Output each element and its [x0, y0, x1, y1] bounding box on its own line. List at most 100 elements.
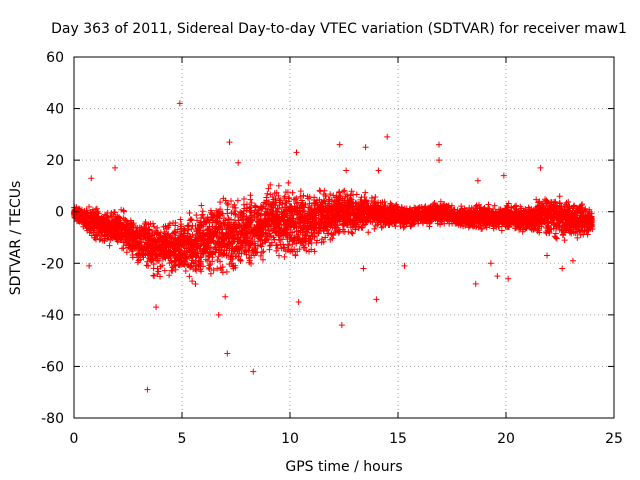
data-point: [485, 201, 492, 208]
data-point: [116, 232, 123, 239]
data-point: [171, 248, 178, 255]
data-point: [160, 234, 167, 241]
data-point: [240, 220, 247, 227]
data-point: [83, 207, 90, 214]
data-point: [281, 253, 288, 260]
data-point: [160, 251, 167, 258]
data-point: [179, 260, 186, 267]
data-point: [199, 211, 206, 218]
data-point: [201, 230, 208, 237]
data-point: [107, 213, 114, 220]
data-point: [151, 223, 158, 230]
data-point: [285, 179, 292, 186]
data-point: [125, 234, 132, 241]
data-point: [172, 222, 179, 229]
data-point: [171, 228, 178, 235]
data-point: [111, 209, 118, 216]
data-point: [207, 261, 214, 268]
data-point: [214, 239, 221, 246]
data-point: [150, 261, 157, 268]
data-point: [182, 268, 189, 275]
data-point: [185, 262, 192, 269]
data-point: [125, 222, 132, 229]
data-point: [166, 272, 173, 279]
data-point: [321, 187, 328, 194]
data-point: [232, 262, 239, 269]
data-point: [99, 215, 106, 222]
data-point: [95, 213, 102, 220]
data-point: [120, 231, 127, 238]
data-point: [223, 232, 230, 239]
data-point: [128, 238, 135, 245]
data-point: [150, 272, 157, 279]
data-point: [241, 213, 248, 220]
data-point: [106, 242, 113, 249]
data-point: [149, 220, 156, 227]
data-point: [142, 247, 149, 254]
data-point: [206, 219, 213, 226]
data-point: [280, 241, 287, 248]
data-point: [258, 249, 265, 256]
data-point: [192, 244, 199, 251]
data-point: [233, 225, 240, 232]
data-point: [160, 237, 167, 244]
data-point: [163, 250, 170, 257]
data-point: [365, 229, 372, 236]
data-point: [341, 187, 348, 194]
data-point: [193, 212, 200, 219]
data-point: [98, 214, 105, 221]
data-point: [215, 208, 222, 215]
data-point: [212, 249, 219, 256]
data-point: [180, 243, 187, 250]
data-point: [168, 259, 175, 266]
data-point: [86, 229, 93, 236]
data-point: [154, 265, 161, 272]
data-point: [300, 192, 307, 199]
data-point: [188, 216, 195, 223]
data-point: [136, 231, 143, 238]
data-point: [154, 257, 161, 264]
data-point: [231, 208, 238, 215]
data-point: [152, 227, 159, 234]
data-point: [210, 267, 217, 274]
data-point: [142, 218, 149, 225]
data-point: [217, 199, 224, 206]
data-point: [184, 237, 191, 244]
data-point: [219, 242, 226, 249]
data-point: [238, 244, 245, 251]
data-point: [127, 218, 134, 225]
data-point: [93, 232, 100, 239]
data-point: [275, 182, 282, 189]
data-point: [172, 244, 179, 251]
data-point: [199, 208, 206, 215]
data-point: [193, 228, 200, 235]
data-point: [99, 237, 106, 244]
data-point: [153, 231, 160, 238]
data-point: [120, 245, 127, 252]
data-point: [137, 256, 144, 263]
data-point: [197, 254, 204, 261]
data-point: [154, 224, 161, 231]
data-point: [206, 262, 213, 269]
data-point: [233, 243, 240, 250]
data-point: [175, 262, 182, 269]
data-point: [235, 213, 242, 220]
data-point: [217, 249, 224, 256]
data-point: [165, 231, 172, 238]
data-point: [289, 189, 296, 196]
data-point: [205, 253, 212, 260]
data-point: [211, 229, 218, 236]
data-point: [104, 209, 111, 216]
data-point: [141, 228, 148, 235]
data-point: [94, 232, 101, 239]
data-point: [116, 217, 123, 224]
data-point: [146, 232, 153, 239]
data-point: [362, 189, 369, 196]
data-point: [234, 222, 241, 229]
data-point: [205, 216, 212, 223]
data-point: [194, 225, 201, 232]
data-point: [140, 236, 147, 243]
data-point: [196, 229, 203, 236]
data-point: [227, 240, 234, 247]
